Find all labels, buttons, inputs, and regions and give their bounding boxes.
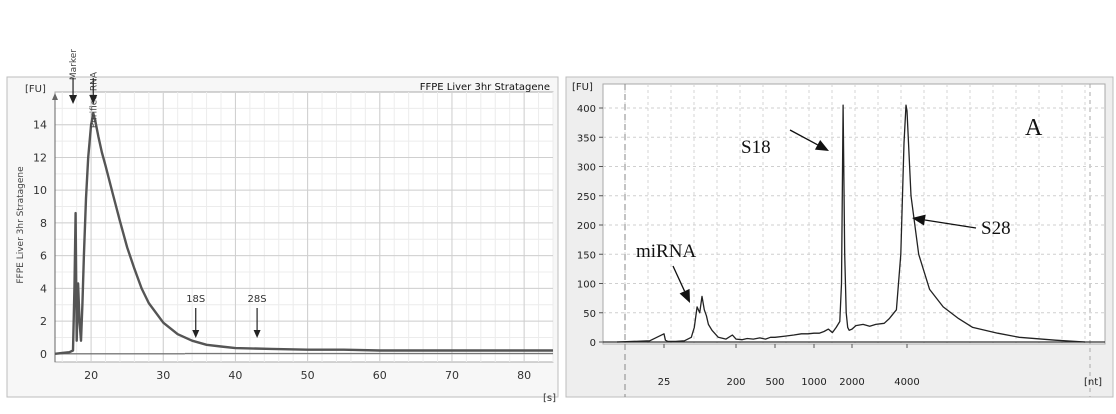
right-arrow-s18 [789, 129, 829, 151]
right-x-tick-label: 2000 [839, 377, 864, 388]
right-y-tick-label: 300 [577, 163, 596, 174]
right-series-line [616, 104, 1086, 343]
left-top-arrow [89, 78, 98, 104]
left-top-arrow [69, 78, 78, 104]
right-y-tick-label: 0 [590, 338, 596, 349]
left-chart-title: FFPE Liver 3hr Stratagene [420, 82, 550, 93]
right-x-unit: [nt] [1084, 377, 1102, 388]
left-y-axis-label: FFPE Liver 3hr Stratagene [16, 166, 26, 284]
left-peak-arrow [253, 308, 261, 338]
right-tick-labels: 0 50 100 150 200 250 300 350 400 25 200 500 1000 2000… [577, 104, 920, 388]
right-arrow-s28 [912, 214, 977, 229]
left-y-tick-label: 2 [40, 315, 47, 328]
right-y-tick-label: 350 [577, 133, 596, 144]
left-series [54, 112, 553, 355]
right-y-tick-label: 100 [577, 280, 596, 291]
left-series-line [54, 112, 553, 355]
left-x-tick-label: 20 [84, 369, 98, 382]
left-plot-area [54, 91, 554, 363]
left-x-tick-label: 40 [228, 369, 242, 382]
right-y-tick-label: 250 [577, 192, 596, 203]
right-y-tick-label: 200 [577, 221, 596, 232]
left-peak-label: 28S [248, 294, 267, 305]
left-y-tick-label: 10 [33, 184, 47, 197]
left-y-tick-label: 0 [40, 348, 47, 361]
left-x-tick-label: 70 [445, 369, 459, 382]
right-plot-area [602, 83, 1106, 345]
left-y-tick-label: 4 [40, 282, 47, 295]
left-y-axis-arrow [52, 93, 58, 100]
left-y-tick-label: 12 [33, 151, 47, 164]
right-annotations: S18 S28 miRNA A [636, 115, 1043, 303]
left-x-tick-label: 60 [373, 369, 387, 382]
left-top-label: Marker [69, 49, 79, 80]
left-y-tick-label: 14 [33, 119, 47, 132]
right-x-tick-label: 25 [658, 377, 671, 388]
right-y-tick-label: 150 [577, 250, 596, 261]
right-y-tick-label: 400 [577, 104, 596, 115]
right-y-tick-label: 50 [583, 309, 596, 320]
right-x-tick-label: 500 [765, 377, 784, 388]
left-x-tick-label: 50 [301, 369, 315, 382]
left-y-tick-label: 6 [40, 250, 47, 263]
left-x-tick-label: 80 [517, 369, 531, 382]
right-series [616, 104, 1086, 343]
right-annotation-s18: S18 [741, 137, 771, 158]
left-y-unit: [FU] [25, 84, 46, 95]
right-x-tick-label: 1000 [801, 377, 826, 388]
right-grid [599, 84, 1105, 397]
left-y-tick-label: 8 [40, 217, 47, 230]
left-peak-arrow [192, 308, 200, 338]
left-tick-labels: 0 2 4 6 8 10 12 14 20 30 40 50 60 70 80 [33, 119, 531, 382]
right-y-unit: [FU] [572, 82, 593, 93]
right-arrow-mirna [672, 265, 690, 303]
right-x-tick-label: 4000 [894, 377, 919, 388]
left-peak-label: 18S [186, 294, 205, 305]
right-annotation-mirna: miRNA [636, 241, 696, 262]
right-annotation-s28: S28 [981, 218, 1011, 239]
right-panel: 0 50 100 150 200 250 300 350 400 25 200 500 1000 2000… [565, 76, 1114, 398]
right-x-tick-label: 200 [726, 377, 745, 388]
right-annotation-a: A [1025, 115, 1043, 141]
left-x-tick-label: 30 [156, 369, 170, 382]
left-x-unit: [s] [543, 393, 556, 404]
